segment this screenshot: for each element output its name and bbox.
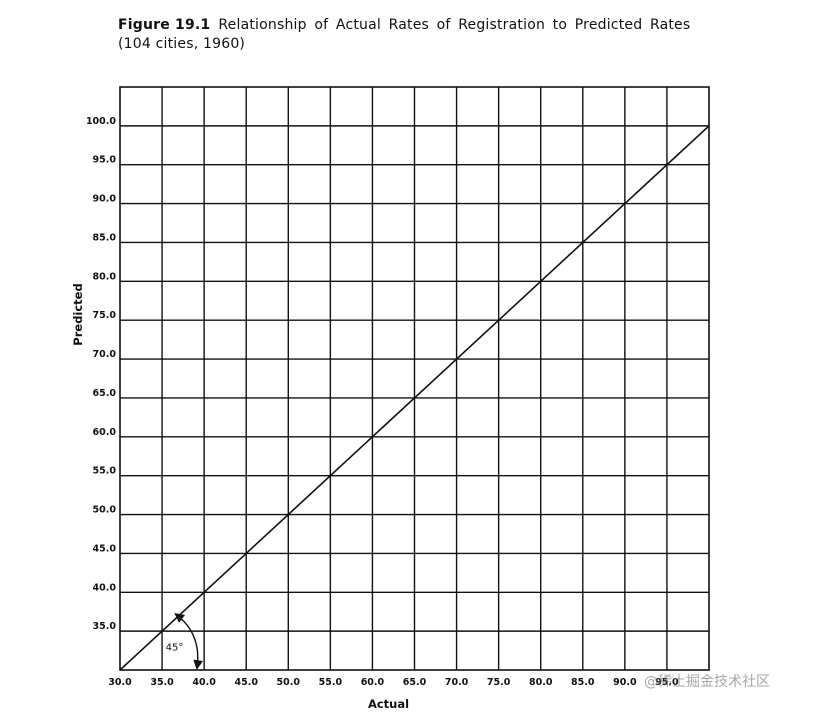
y-tick-label: 65.0: [93, 388, 117, 399]
y-tick-label: 50.0: [93, 505, 117, 516]
x-tick-label: 80.0: [529, 677, 553, 688]
y-tick-label: 80.0: [93, 271, 117, 282]
x-tick-label: 85.0: [571, 677, 595, 688]
y-tick-label: 85.0: [93, 232, 117, 243]
x-axis-label: Actual: [368, 697, 409, 711]
y-tick-label: 90.0: [93, 194, 117, 205]
chart-subtitle: (104 cities, 1960): [118, 36, 246, 52]
y-tick-label: 75.0: [93, 310, 117, 321]
y-axis-label: Predicted: [71, 283, 85, 345]
angle-annotation: 45°: [166, 642, 184, 653]
y-tick-label: 95.0: [93, 155, 117, 166]
x-tick-label: 40.0: [192, 677, 216, 688]
x-tick-label: 35.0: [150, 677, 174, 688]
x-tick-label: 50.0: [277, 677, 301, 688]
x-tick-label: 60.0: [361, 677, 385, 688]
x-tick-label: 30.0: [108, 677, 132, 688]
x-tick-label: 75.0: [487, 677, 511, 688]
y-tick-label: 35.0: [93, 621, 117, 632]
angle-arc: [174, 613, 203, 670]
y-tick-label: 45.0: [93, 543, 117, 554]
y-tick-label: 70.0: [93, 349, 117, 360]
x-tick-label: 65.0: [403, 677, 427, 688]
x-tick-label: 55.0: [319, 677, 343, 688]
y-tick-label: 100.0: [86, 116, 116, 127]
x-tick-label: 70.0: [445, 677, 469, 688]
y-tick-label: 40.0: [93, 582, 117, 593]
figure-label: Figure 19.1: [118, 17, 211, 33]
x-tick-label: 45.0: [234, 677, 258, 688]
x-tick-label: 90.0: [613, 677, 637, 688]
watermark: @稀土掘金技术社区: [644, 674, 770, 690]
data-line: [119, 125, 710, 671]
y-tick-label: 55.0: [93, 466, 117, 477]
chart-title: Relationship of Actual Rates of Registra…: [218, 17, 691, 33]
x-tick-label: 95.0: [655, 677, 679, 688]
figure-caption: Figure 19.1 Relationship of Actual Rates …: [118, 16, 718, 54]
y-tick-label: 60.0: [93, 427, 117, 438]
